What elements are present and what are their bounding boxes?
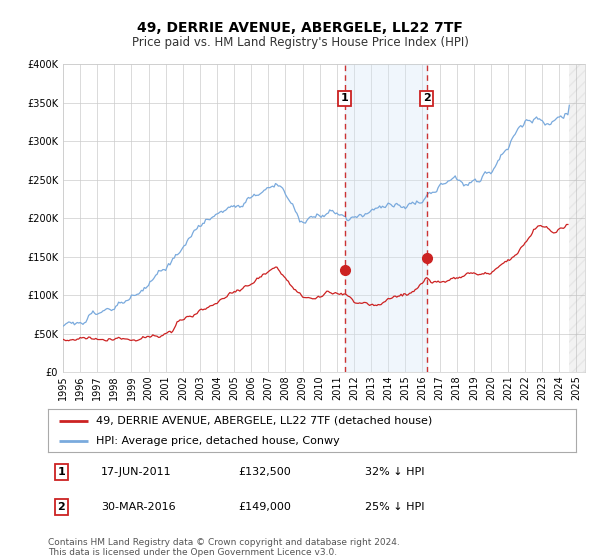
Text: £149,000: £149,000 (238, 502, 291, 512)
Text: £132,500: £132,500 (238, 467, 291, 477)
Text: 1: 1 (58, 467, 65, 477)
Text: HPI: Average price, detached house, Conwy: HPI: Average price, detached house, Conw… (95, 436, 339, 446)
Text: 2: 2 (422, 94, 430, 103)
Bar (345, 64, 427, 372)
Text: 49, DERRIE AVENUE, ABERGELE, LL22 7TF (detached house): 49, DERRIE AVENUE, ABERGELE, LL22 7TF (d… (95, 416, 432, 426)
Text: 17-JUN-2011: 17-JUN-2011 (101, 467, 172, 477)
Text: Price paid vs. HM Land Registry's House Price Index (HPI): Price paid vs. HM Land Registry's House … (131, 36, 469, 49)
Text: 32% ↓ HPI: 32% ↓ HPI (365, 467, 424, 477)
Text: 49, DERRIE AVENUE, ABERGELE, LL22 7TF: 49, DERRIE AVENUE, ABERGELE, LL22 7TF (137, 21, 463, 35)
Text: 1: 1 (341, 94, 349, 103)
Text: 30-MAR-2016: 30-MAR-2016 (101, 502, 175, 512)
Text: 25% ↓ HPI: 25% ↓ HPI (365, 502, 424, 512)
Text: Contains HM Land Registry data © Crown copyright and database right 2024.
This d: Contains HM Land Registry data © Crown c… (48, 538, 400, 557)
Text: 2: 2 (58, 502, 65, 512)
Bar (569, 64, 585, 372)
